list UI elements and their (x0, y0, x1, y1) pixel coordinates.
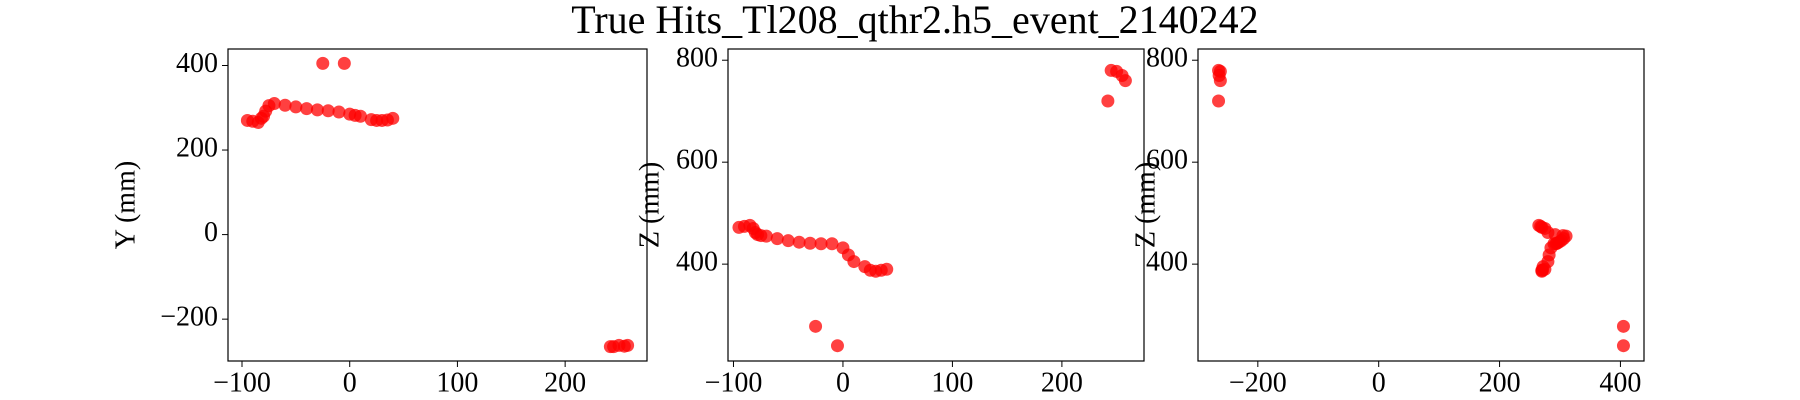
point (278, 98, 292, 112)
axes-frame (727, 48, 1145, 362)
x-tick-label: −100 (213, 367, 271, 398)
point (781, 234, 795, 248)
figure-title: True Hits_Tl208_qthr2.h5_event_2140242 (571, 0, 1258, 42)
point (337, 56, 351, 70)
subplot: −100 0 100 200 400 600 800 Z (mm) (634, 43, 1145, 398)
point (825, 237, 839, 251)
x-tick-label: 100 (931, 367, 973, 398)
y-tick-label: 0 (204, 217, 218, 248)
point (621, 338, 635, 352)
x-tick-label: 0 (343, 367, 357, 398)
y-tick-label: −200 (160, 302, 218, 333)
point (880, 262, 894, 276)
y-axis-label: Z (mm) (634, 162, 665, 248)
point (310, 103, 324, 117)
y-tick-label: 600 (676, 145, 718, 176)
y-tick-label: 600 (1146, 145, 1188, 176)
x-tick-label: 400 (1599, 367, 1641, 398)
point (1212, 94, 1226, 108)
x-tick-label: 0 (836, 367, 850, 398)
point (1616, 319, 1630, 333)
y-tick-label: 800 (676, 43, 718, 74)
point (1616, 339, 1630, 353)
x-tick-label: −200 (1229, 367, 1287, 398)
point (809, 319, 823, 333)
point (289, 100, 303, 114)
point (1538, 262, 1552, 276)
axes-frame (227, 48, 648, 362)
x-tick-label: −100 (705, 367, 763, 398)
point (792, 235, 806, 249)
subplot: −100 0 100 200 −200 0 200 400 Y (mm) (110, 48, 648, 398)
point (267, 97, 281, 111)
point (321, 104, 335, 118)
y-axis-label: Y (mm) (110, 161, 141, 249)
point (814, 237, 828, 251)
x-tick-label: 200 (1041, 367, 1083, 398)
point (316, 56, 330, 70)
x-tick-label: 0 (1372, 367, 1386, 398)
point (386, 111, 400, 125)
point (803, 236, 817, 250)
x-tick-label: 200 (1479, 367, 1521, 398)
point (770, 232, 784, 246)
subplot: −200 0 200 400 400 600 800 Z (mm) (1130, 43, 1645, 398)
y-tick-label: 400 (176, 48, 218, 79)
point (353, 109, 367, 123)
x-tick-label: 200 (544, 367, 586, 398)
y-tick-label: 200 (176, 132, 218, 163)
point (759, 229, 773, 243)
point (847, 255, 861, 269)
y-tick-label: 400 (1146, 247, 1188, 278)
axes-frame (1197, 48, 1645, 362)
point (830, 339, 844, 353)
point (1118, 74, 1132, 88)
point (300, 102, 314, 116)
y-tick-label: 400 (676, 247, 718, 278)
y-axis-label: Z (mm) (1130, 162, 1161, 248)
point (332, 105, 346, 119)
point (1101, 94, 1115, 108)
point (1213, 74, 1227, 88)
y-tick-label: 800 (1146, 43, 1188, 74)
x-tick-label: 100 (436, 367, 478, 398)
